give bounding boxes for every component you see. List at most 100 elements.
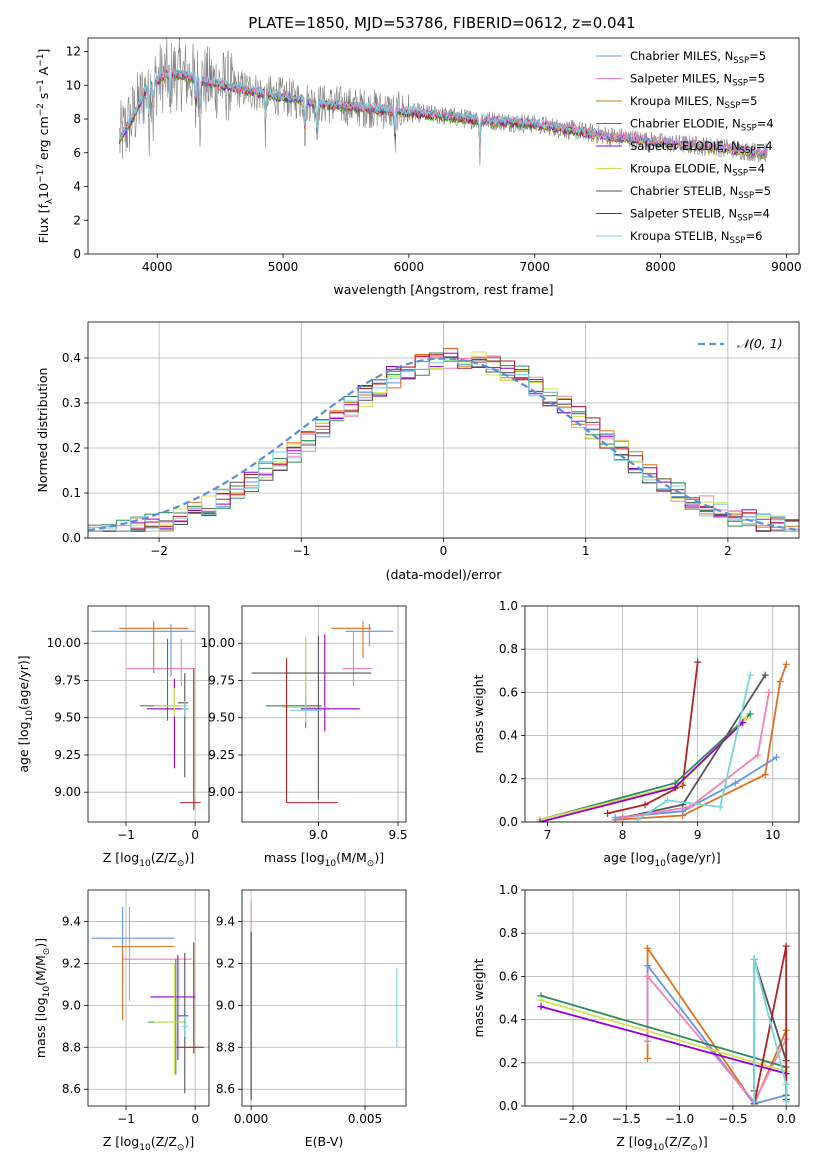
marker-kroupa_stelib — [716, 803, 724, 811]
legend-sub: SSP — [738, 191, 754, 201]
x-axis-label-part: )] — [698, 1134, 708, 1149]
x-tick-label: 0.0 — [777, 1112, 796, 1126]
y-tick-label: 0.8 — [499, 642, 518, 656]
x-axis-label-part: 10 — [139, 1143, 151, 1153]
x-axis-label-part: mass [log — [264, 850, 325, 865]
x-axis-label-part: ⊙ — [177, 859, 185, 869]
series-salpeter_stelib — [607, 662, 699, 815]
y-tick-label: 0.6 — [499, 685, 518, 699]
plot-area — [537, 942, 790, 1106]
y-tick-label: 1.0 — [499, 599, 518, 613]
weight-vs-metallicity-panel: −2.0 −1.5 −1.0 −0.5 0.0 0.0 0.2 0.4 0.6 0.8 1.0 Z [… — [471, 883, 800, 1153]
series-chabrier_miles — [646, 962, 787, 1105]
y-tick-label: 9.50 — [208, 711, 235, 725]
x-axis-label-part: 10 — [139, 859, 151, 869]
x-axis-label-part: ⊙ — [177, 1143, 185, 1153]
x-axis-label: E(B-V) — [305, 1134, 344, 1149]
y-axis-label-part: ] — [36, 49, 51, 54]
x-axis-label-part: Z [log — [103, 1134, 139, 1149]
x-tick-label: 9 — [694, 828, 702, 842]
legend-label-chabrier_elodie: Chabrier ELODIE, NSSP=4 — [630, 117, 774, 134]
x-axis-label-part: ⊙ — [367, 859, 375, 869]
y-tick-label: 0.2 — [62, 441, 81, 455]
spectrum-panel: 4000 5000 6000 7000 8000 9000 0 2 4 6 8 10 12 wavelen… — [36, 37, 802, 297]
y-tick-label: 9.0 — [216, 998, 235, 1012]
mass-vs-reddening-panel: 0.000 0.005 8.6 8.8 9.0 9.2 9.4 E(B-V) — [216, 889, 407, 1149]
series-kroupa_stelib — [637, 674, 752, 821]
plot-area — [119, 38, 768, 166]
x-axis-label: mass [log10(M/M⊙)] — [264, 850, 384, 869]
age-vs-mass-panel: 9.0 9.5 9.00 9.25 9.50 9.75 10.00 mass [log10(M… — [201, 605, 408, 869]
marker-kroupa_stelib — [750, 955, 758, 963]
y-tick-label: 9.25 — [54, 748, 81, 762]
y-tick-label: 10.00 — [47, 636, 81, 650]
marker-salpeter_elodie — [739, 719, 747, 727]
x-axis-label-part: Z [log — [103, 850, 139, 865]
marker-kroupa_elodie — [537, 996, 545, 1004]
y-axis-label-part: )] — [33, 938, 48, 948]
plot-area — [251, 620, 394, 804]
y-tick-label: 8.6 — [62, 1082, 81, 1096]
y-tick-label: 0.3 — [62, 396, 81, 410]
spectrum-title: PLATE=1850, MJD=53786, FIBERID=0612, z=0… — [248, 14, 635, 32]
x-axis-label: Z [log10(Z/Z⊙)] — [616, 1134, 707, 1153]
y-axis-label-part: mass [log — [33, 997, 48, 1058]
x-tick-label: −1.0 — [665, 1112, 694, 1126]
marker-chabrier_miles — [731, 779, 739, 787]
marker-salpeter_stelib — [641, 801, 649, 809]
legend-tail: =5 — [749, 49, 766, 63]
legend-text: Chabrier MILES, N — [630, 49, 733, 63]
marker-kroupa_stelib — [782, 1080, 790, 1088]
legend-label-kroupa_miles: Kroupa MILES, NSSP=5 — [630, 94, 757, 111]
x-axis-label: (data-model)/error — [386, 567, 503, 582]
x-tick-label: 7000 — [519, 260, 550, 274]
axes-frame — [87, 321, 800, 539]
x-tick-label: 8000 — [645, 260, 676, 274]
legend-text: Salpeter ELODIE, N — [630, 139, 740, 153]
x-axis-label-part: (M/M — [336, 850, 367, 865]
marker-chabrier_miles — [772, 753, 780, 761]
x-axis-label-part: )] — [184, 1134, 194, 1149]
y-axis-label-part: 10 — [25, 710, 35, 722]
x-tick-label: 7 — [544, 828, 552, 842]
legend-label-chabrier_stelib: Chabrier STELIB, NSSP=5 — [630, 184, 771, 201]
x-tick-label: 0 — [440, 544, 448, 558]
series-salpeter_elodie — [539, 721, 744, 822]
y-axis-label-part: Flux [f — [36, 204, 51, 244]
series-salpeter_elodie — [540, 1005, 787, 1075]
y-tick-label: 2 — [73, 213, 81, 227]
y-tick-label: 0.0 — [499, 815, 518, 829]
legend-sub: SSP — [740, 146, 756, 156]
y-tick-label: 8.8 — [62, 1040, 81, 1054]
legend-text: Chabrier ELODIE, N — [630, 117, 741, 131]
residuals-panel: −2 −1 0 1 2 0.0 0.1 0.2 0.3 0.4 𝒩(0, 1) (data-model… — [35, 321, 800, 582]
x-tick-label: 0 — [191, 1112, 199, 1126]
x-tick-label: −1 — [292, 544, 310, 558]
axes-frame — [524, 605, 800, 823]
y-tick-label: 9.00 — [54, 785, 81, 799]
y-tick-label: 9.2 — [216, 956, 235, 970]
legend-tail: =5 — [748, 72, 765, 86]
legend-sub: SSP — [733, 56, 749, 66]
x-tick-label: 2 — [724, 544, 732, 558]
y-tick-label: 9.4 — [216, 914, 235, 928]
series-salpeter_miles — [622, 692, 770, 819]
x-tick-label: 9000 — [771, 260, 802, 274]
marker-kroupa_stelib — [664, 796, 672, 804]
y-tick-label: 9.75 — [208, 673, 235, 687]
y-tick-label: 9.00 — [208, 785, 235, 799]
axes-frame — [87, 889, 210, 1107]
axes-frame — [87, 37, 800, 255]
y-tick-label: 6 — [73, 146, 81, 160]
y-tick-label: 9.2 — [62, 956, 81, 970]
marker-kroupa_stelib — [750, 1102, 758, 1106]
marker-salpeter_miles — [619, 814, 627, 822]
axes-frame — [87, 605, 210, 823]
y-tick-label: 0.6 — [499, 969, 518, 983]
y-axis-label-part: (M/M — [33, 955, 48, 986]
legend-label-chabrier_miles: Chabrier MILES, NSSP=5 — [630, 49, 766, 66]
y-tick-label: 0.4 — [499, 1013, 518, 1027]
x-tick-label: 4000 — [142, 260, 173, 274]
x-tick-label: −1 — [117, 828, 135, 842]
